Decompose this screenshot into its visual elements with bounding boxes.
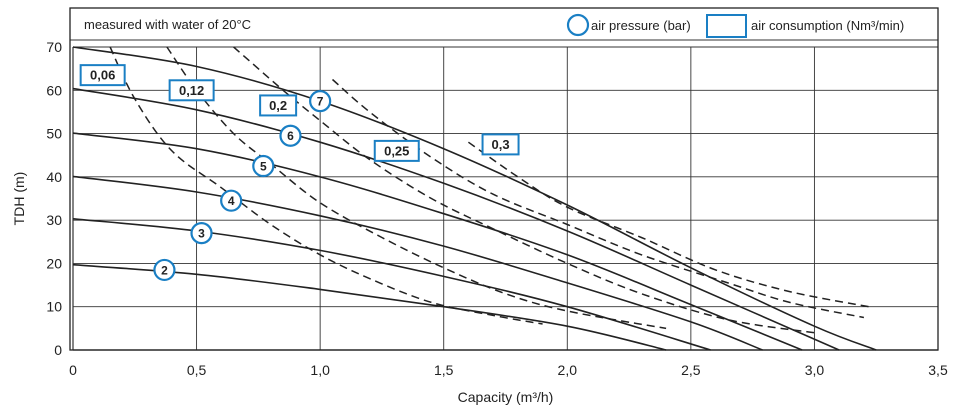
x-tick-label: 3,0 xyxy=(805,362,825,378)
x-tick-label: 1,0 xyxy=(310,362,330,378)
air-consumption-curve xyxy=(233,46,815,334)
x-axis-label: Capacity (m³/h) xyxy=(458,389,554,405)
x-tick-label: 1,5 xyxy=(434,362,454,378)
x-tick-label: 0,5 xyxy=(187,362,207,378)
air-pressure-curves xyxy=(72,46,877,351)
air-pressure-marker-label: 3 xyxy=(198,227,205,241)
y-tick-label: 30 xyxy=(46,212,62,228)
x-tick-label: 2,0 xyxy=(558,362,578,378)
air-pressure-marker xyxy=(279,124,302,147)
air-consumption-tag xyxy=(168,79,215,102)
air-consumption-tag-label: 0,3 xyxy=(492,137,510,152)
air-pressure-marker xyxy=(252,154,275,178)
air-pressure-marker xyxy=(190,222,213,245)
y-tick-label: 50 xyxy=(46,126,62,142)
legend-circle-icon xyxy=(566,13,590,37)
air-pressure-curve xyxy=(72,175,763,351)
air-consumption-tag-label: 0,12 xyxy=(179,83,204,98)
air-pressure-marker-label: 4 xyxy=(228,194,235,208)
y-tick-label: 60 xyxy=(46,82,62,98)
air-consumption-tag xyxy=(373,139,420,162)
y-axis-label: TDH (m) xyxy=(11,172,27,226)
curve-markers: 2 3 4 5 6 7 0,06 0,12 0,2 0,25 0,3 xyxy=(79,64,520,282)
air-consumption-curve xyxy=(109,46,543,325)
air-pressure-marker xyxy=(309,90,332,113)
air-consumption-tag xyxy=(481,133,520,156)
air-consumption-curves xyxy=(109,46,869,334)
x-tick-label: 0 xyxy=(69,362,77,378)
legend: air pressure (bar) air consumption (Nm³/… xyxy=(566,13,904,38)
legend-label-air-consumption: air consumption (Nm³/min) xyxy=(751,18,904,33)
y-tick-label: 70 xyxy=(46,39,62,55)
air-consumption-tag-label: 0,2 xyxy=(269,98,287,113)
axis-ticks: 0 0,5 1,0 1,5 2,0 2,5 3,0 3,5 0 10 20 30 40 50 60 70 xyxy=(46,39,948,378)
air-pressure-marker xyxy=(220,189,243,212)
air-pressure-marker-label: 7 xyxy=(317,95,324,109)
air-pressure-curve xyxy=(72,263,667,351)
y-tick-label: 10 xyxy=(46,299,62,315)
air-consumption-curve xyxy=(332,78,865,319)
air-consumption-curve xyxy=(166,46,667,330)
air-pressure-marker-label: 2 xyxy=(161,263,168,277)
legend-rectangle-icon xyxy=(706,14,747,38)
air-pressure-curve xyxy=(72,218,711,351)
air-pressure-curve xyxy=(72,87,840,351)
air-pressure-marker xyxy=(153,258,176,282)
air-consumption-tag-label: 0,06 xyxy=(90,68,115,83)
air-consumption-tag xyxy=(79,64,126,87)
plot-frame xyxy=(69,7,939,351)
air-consumption-tag xyxy=(259,94,298,117)
y-tick-label: 40 xyxy=(46,169,62,185)
y-tick-label: 20 xyxy=(46,255,62,271)
y-tick-label: 0 xyxy=(54,342,62,358)
x-tick-label: 3,5 xyxy=(928,362,948,378)
air-pressure-marker-label: 5 xyxy=(260,160,267,174)
measurement-note: measured with water of 20°C xyxy=(84,17,251,32)
air-pressure-curve xyxy=(72,46,877,351)
air-pressure-curve xyxy=(72,132,803,351)
air-consumption-tag-label: 0,25 xyxy=(384,143,409,158)
legend-label-air-pressure: air pressure (bar) xyxy=(591,18,691,33)
air-pressure-marker-label: 6 xyxy=(287,129,294,143)
air-consumption-curve xyxy=(467,141,869,308)
x-tick-label: 2,5 xyxy=(681,362,701,378)
